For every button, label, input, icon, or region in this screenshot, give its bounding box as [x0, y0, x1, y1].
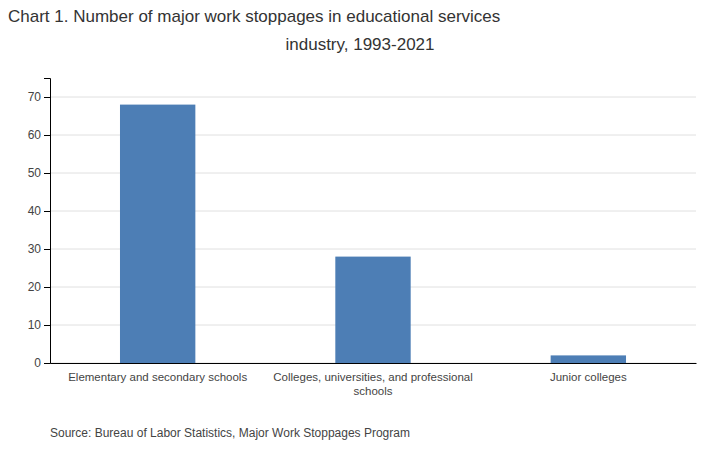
- y-tick: 40: [28, 204, 50, 218]
- bar: [120, 105, 195, 363]
- y-tick-label: 20: [28, 280, 42, 294]
- x-axis-line: [51, 363, 697, 364]
- y-tick: 10: [28, 318, 50, 332]
- title: Chart 1. Number of major work stoppages …: [8, 7, 500, 26]
- y-tick-mark: [44, 325, 50, 326]
- y-tick-label: 60: [28, 128, 42, 142]
- bar: [335, 257, 410, 363]
- bars: [120, 105, 626, 363]
- y-tick-label: 40: [28, 204, 42, 218]
- y-axis: 0 10 20 30 40 50 60 70: [28, 79, 51, 371]
- y-tick-label: 70: [28, 90, 42, 104]
- x-axis: Elementary and secondary schools Colleges…: [51, 364, 697, 397]
- y-tick-mark: [44, 249, 50, 250]
- y-tick-mark: [44, 173, 50, 174]
- grid: [50, 97, 696, 363]
- y-tick-mark: [44, 363, 50, 364]
- x-tick-label: Junior colleges: [550, 371, 627, 383]
- y-tick: 30: [28, 242, 50, 256]
- annotation: Source: Bureau of Labor Statistics, Majo…: [50, 426, 410, 440]
- x-tick-label: Colleges, universities, and professional…: [273, 371, 472, 397]
- y-tick-label: 10: [28, 318, 42, 332]
- bar: [551, 355, 626, 363]
- x-tick: Elementary and secondary schools: [68, 371, 247, 383]
- y-tick-mark: [44, 287, 50, 288]
- y-tick-label: 30: [28, 242, 42, 256]
- y-tick: 70: [28, 90, 50, 104]
- y-axis-line: [44, 79, 51, 364]
- y-tick: 50: [28, 166, 50, 180]
- y-tick-label: 0: [34, 356, 41, 370]
- y-tick: 20: [28, 280, 50, 294]
- y-tick: 60: [28, 128, 50, 142]
- subtitle: industry, 1993-2021: [285, 35, 434, 54]
- plot: 0 10 20 30 40 50 60 70 Elementary and secondary …: [28, 79, 697, 397]
- x-tick: Colleges, universities, and professional…: [273, 371, 472, 397]
- y-tick-mark: [44, 135, 50, 136]
- y-tick-mark: [44, 97, 50, 98]
- chart: Chart 1. Number of major work stoppages …: [0, 0, 720, 451]
- y-tick-label: 50: [28, 166, 42, 180]
- y-tick: 0: [34, 356, 50, 370]
- x-tick-label: Elementary and secondary schools: [68, 371, 247, 383]
- x-tick: Junior colleges: [550, 371, 627, 383]
- grid-line: [50, 97, 696, 98]
- y-tick-mark: [44, 211, 50, 212]
